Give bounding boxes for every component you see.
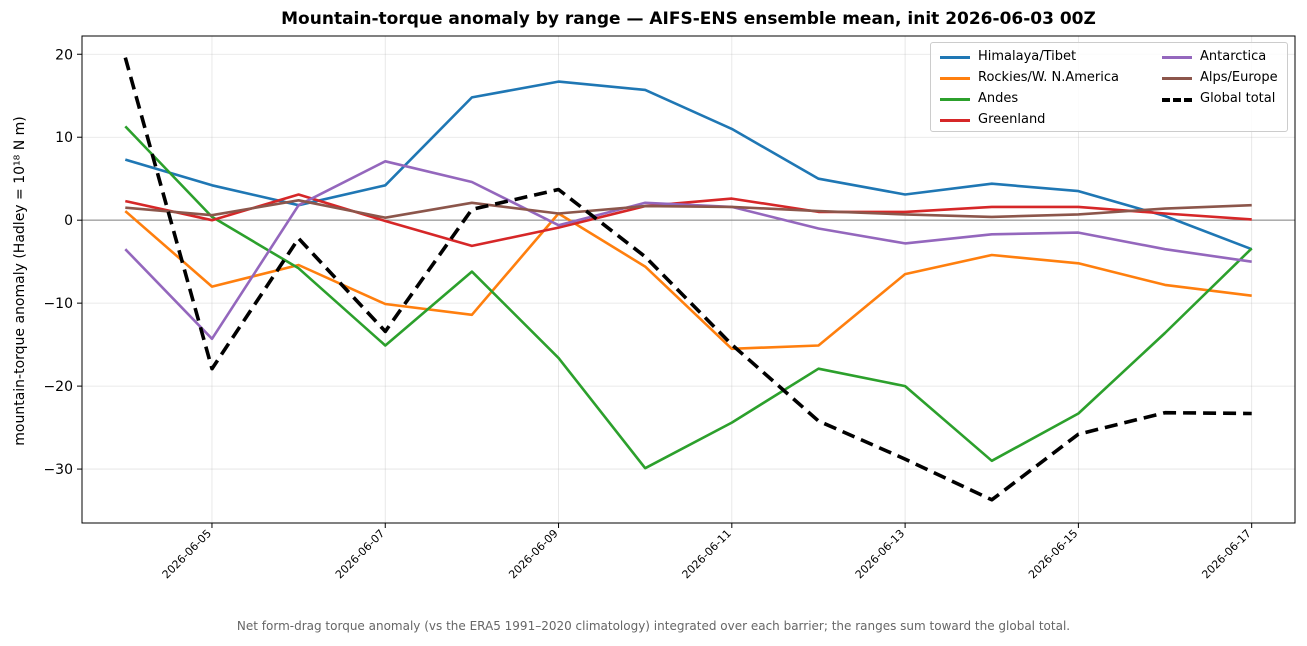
legend-swatch	[1162, 98, 1192, 102]
legend-swatch	[1162, 56, 1192, 59]
chart-title: Mountain-torque anomaly by range — AIFS-…	[281, 9, 1096, 29]
x-tick-label: 2026-06-11	[680, 527, 734, 581]
y-tick-label: 20	[55, 47, 73, 63]
legend-swatch	[940, 98, 970, 101]
x-tick-label: 2026-06-17	[1199, 527, 1253, 581]
y-tick-label: 10	[55, 130, 73, 146]
legend-label: Alps/Europe	[1200, 70, 1278, 85]
y-axis-label: mountain-torque anomaly (Hadley = 10¹⁸ N…	[12, 116, 28, 445]
x-tick-label: 2026-06-07	[333, 527, 387, 581]
series-line-global-total	[123, 57, 1252, 502]
y-tick-label: −20	[43, 379, 73, 395]
series-lines	[123, 57, 1253, 502]
x-tick-label: 2026-06-09	[506, 527, 560, 581]
y-tick-label: −10	[43, 296, 73, 312]
legend-label: Rockies/W. N.America	[978, 70, 1119, 85]
plot-frame	[81, 35, 1296, 524]
series-line-alps-europe	[125, 199, 1252, 219]
x-tick-label: 2026-06-13	[853, 527, 907, 581]
legend-swatch	[940, 56, 970, 59]
legend-label: Greenland	[978, 112, 1046, 127]
series-line-rockies-w-n-america	[124, 210, 1252, 351]
legend: Himalaya/Tibet Rockies/W. N.America Andes G…	[930, 42, 1288, 132]
series-line-andes	[124, 125, 1253, 470]
legend-label: Andes	[978, 91, 1019, 106]
legend-swatch	[1162, 77, 1192, 80]
series-line-antarctica	[124, 160, 1252, 341]
x-tick-label: 2026-06-15	[1026, 527, 1080, 581]
y-tick-label: 0	[64, 213, 73, 229]
legend-swatch	[940, 119, 970, 122]
legend-label: Antarctica	[1200, 49, 1267, 64]
chart-footnote: Net form-drag torque anomaly (vs the ERA…	[236, 619, 1071, 633]
y-tick-label: −30	[43, 462, 73, 478]
legend-label: Global total	[1200, 91, 1276, 106]
legend-label: Himalaya/Tibet	[978, 49, 1077, 64]
x-tick-label: 2026-06-05	[160, 527, 214, 581]
legend-swatch	[940, 77, 970, 80]
